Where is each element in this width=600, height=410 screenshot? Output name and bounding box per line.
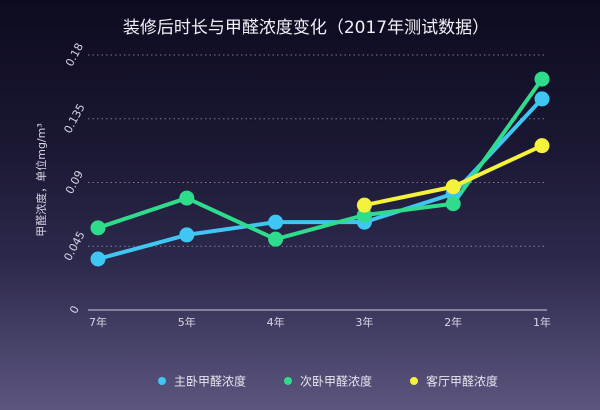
data-point <box>268 231 284 247</box>
data-point <box>90 220 106 236</box>
y-tick-label: 0.135 <box>61 102 87 136</box>
series-1-points <box>90 71 550 247</box>
legend: 主卧甲醛浓度 次卧甲醛浓度 客厅甲醛浓度 <box>158 374 498 389</box>
series-line <box>96 77 544 242</box>
data-point <box>356 197 372 213</box>
x-tick-label: 2年 <box>444 315 462 329</box>
data-point <box>445 196 461 212</box>
data-point <box>534 91 550 107</box>
data-point <box>534 71 550 87</box>
legend-marker <box>158 377 166 385</box>
y-tick-label: 0.18 <box>63 41 86 69</box>
legend-marker <box>284 377 292 385</box>
x-tick-label: 7年 <box>89 315 107 329</box>
series-0-points <box>90 91 550 267</box>
data-point <box>534 138 550 154</box>
x-tick-label: 1年 <box>533 315 551 329</box>
data-point <box>445 179 461 195</box>
y-axis-ticks: 0 0.045 0.09 0.135 0.18 <box>61 41 87 316</box>
data-point <box>179 190 195 206</box>
series-1 <box>96 77 544 242</box>
series-line <box>96 96 544 261</box>
data-point <box>179 227 195 243</box>
x-tick-label: 3年 <box>355 315 373 329</box>
x-tick-label: 4年 <box>267 315 285 329</box>
legend-label: 客厅甲醛浓度 <box>426 374 498 389</box>
y-tick-label: 0 <box>67 304 82 316</box>
grid <box>88 54 547 311</box>
x-axis-ticks: 7年 5年 4年 3年 2年 1年 <box>89 315 551 329</box>
y-tick-label: 0.09 <box>63 168 86 196</box>
y-axis-label: 甲醛浓度，单位mg/m³ <box>34 123 48 237</box>
legend-item: 主卧甲醛浓度 <box>158 374 246 389</box>
legend-item: 客厅甲醛浓度 <box>410 374 498 389</box>
series-0 <box>96 96 544 261</box>
legend-marker <box>410 377 418 385</box>
chart-title: 装修后时长与甲醛浓度变化（2017年测试数据） <box>123 18 489 38</box>
x-tick-label: 5年 <box>178 315 196 329</box>
legend-label: 次卧甲醛浓度 <box>300 374 372 389</box>
legend-label: 主卧甲醛浓度 <box>174 374 246 389</box>
data-point <box>90 251 106 267</box>
y-tick-label: 0.045 <box>61 229 87 263</box>
series-2-points <box>356 138 550 213</box>
series-lines <box>90 71 550 267</box>
data-point <box>268 214 284 230</box>
legend-item: 次卧甲醛浓度 <box>284 374 372 389</box>
